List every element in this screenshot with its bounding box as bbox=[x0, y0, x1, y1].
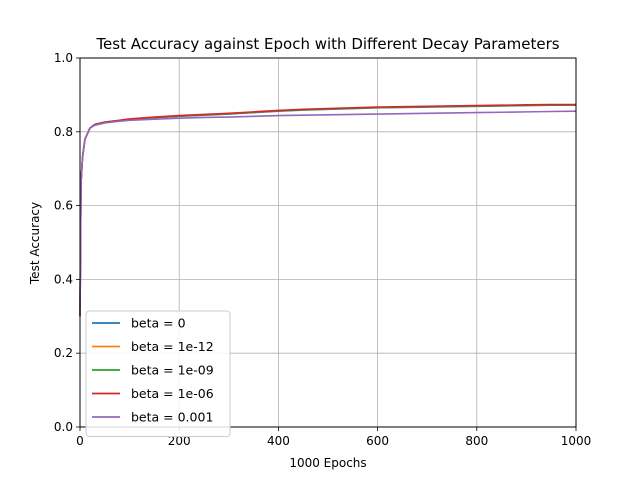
legend-label: beta = 0.001 bbox=[131, 410, 213, 425]
series-line-4 bbox=[79, 110, 577, 317]
x-tick-label: 200 bbox=[168, 434, 191, 448]
chart-title: Test Accuracy against Epoch with Differe… bbox=[95, 35, 559, 53]
legend-label: beta = 1e-12 bbox=[131, 339, 214, 354]
x-tick-label: 600 bbox=[366, 434, 389, 448]
y-tick-label: 0.6 bbox=[54, 199, 73, 213]
y-tick-label: 1.0 bbox=[54, 51, 73, 65]
x-axis-title: 1000 Epochs bbox=[289, 456, 366, 470]
x-tick-label: 800 bbox=[465, 434, 488, 448]
y-axis-title: Test Accuracy bbox=[28, 202, 42, 285]
plot-frame bbox=[79, 57, 577, 428]
x-tick-label: 400 bbox=[267, 434, 290, 448]
legend: beta = 0 beta = 1e-12 beta = 1e-09 beta = 1… bbox=[85, 310, 231, 437]
legend-label: beta = 0 bbox=[131, 316, 186, 331]
legend-label: beta = 1e-06 bbox=[131, 386, 214, 401]
y-tick-label: 0.2 bbox=[54, 346, 73, 360]
y-axis-ticks: 0.0 0.2 0.4 0.6 0.8 1.0 bbox=[54, 51, 80, 434]
legend-label: beta = 1e-09 bbox=[131, 363, 214, 378]
plot-area: 0 200 400 600 800 1000 0.0 0.2 0.4 0.6 0.8 1.0 bbox=[54, 51, 591, 448]
y-tick-label: 0.4 bbox=[54, 272, 73, 286]
y-tick-label: 0.0 bbox=[54, 420, 73, 434]
y-tick-label: 0.8 bbox=[54, 125, 73, 139]
x-tick-label: 1000 bbox=[561, 434, 592, 448]
x-tick-label: 0 bbox=[76, 434, 84, 448]
series-lines bbox=[79, 103, 577, 317]
legend-box bbox=[85, 310, 231, 437]
